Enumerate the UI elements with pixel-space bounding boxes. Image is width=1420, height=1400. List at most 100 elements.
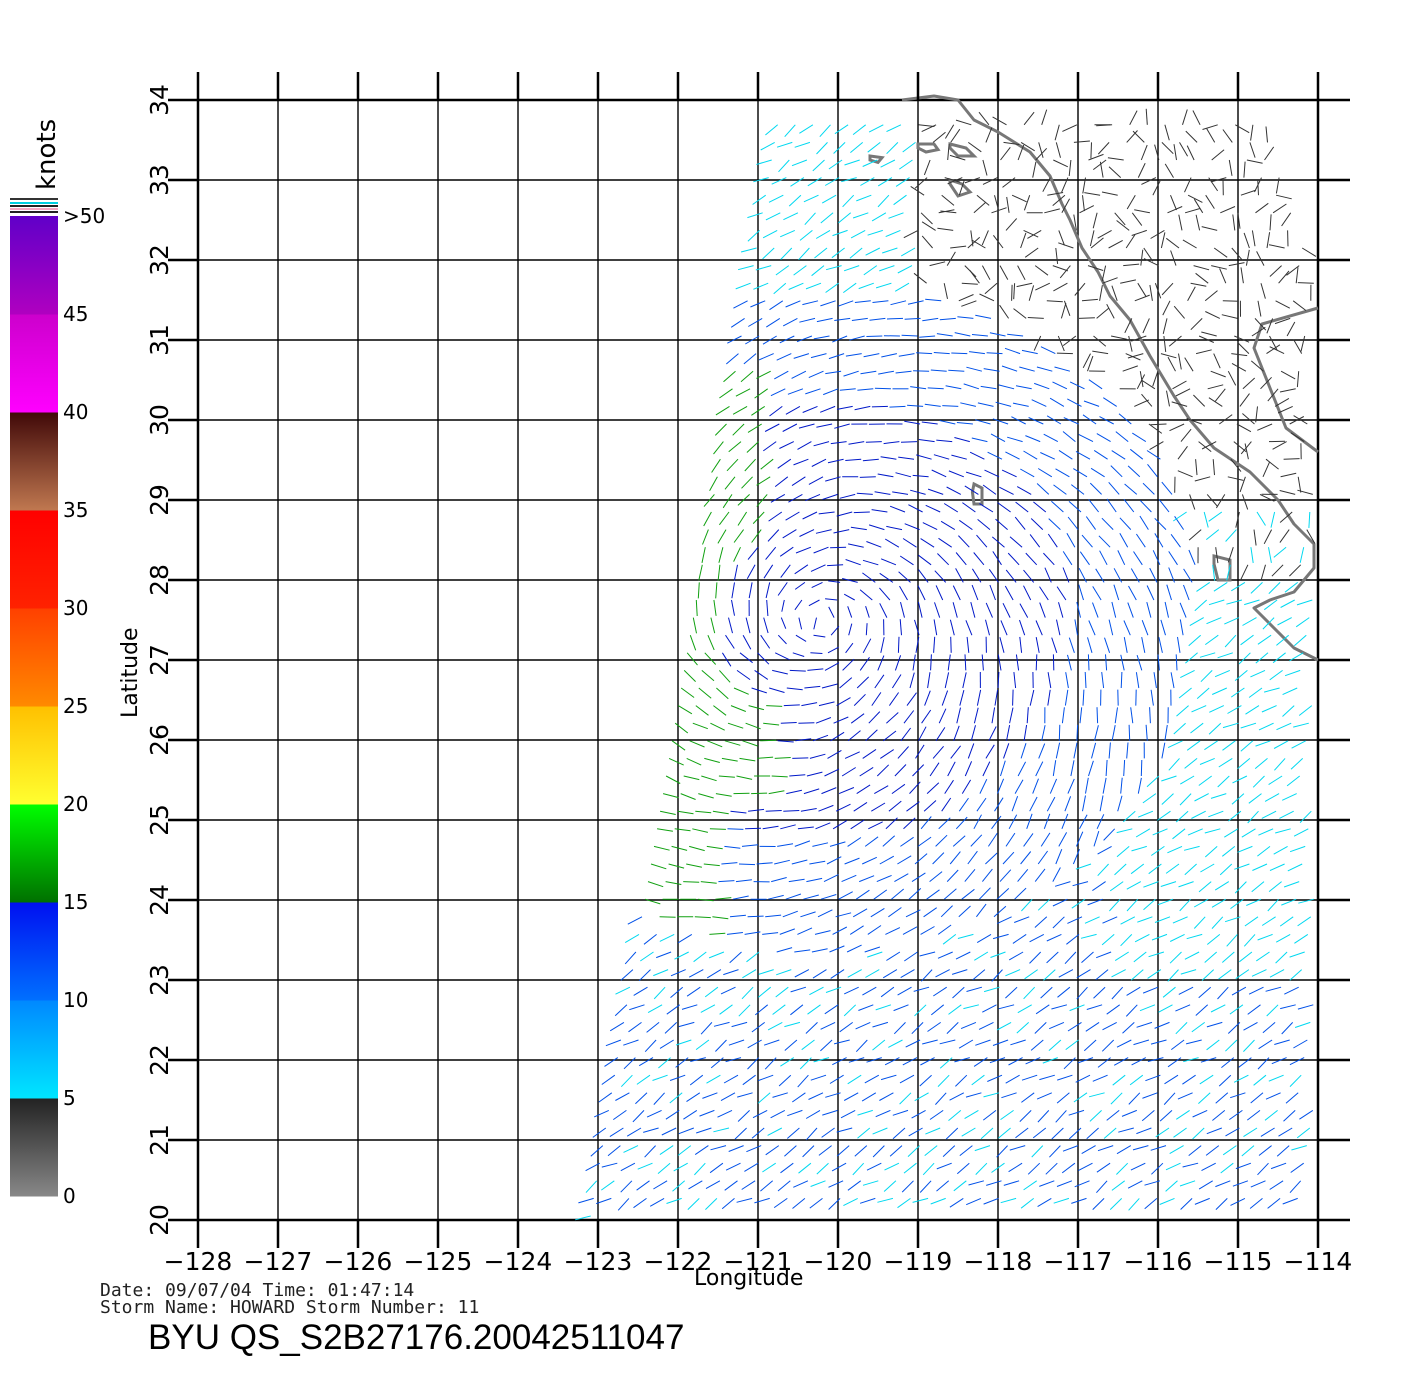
wind-vector	[1041, 109, 1048, 125]
wind-vector	[893, 1004, 909, 1012]
wind-vector	[1255, 406, 1258, 423]
wind-vector	[921, 221, 936, 231]
wind-vector	[773, 282, 787, 295]
wind-vector	[1280, 370, 1296, 380]
lon-tick-label: −121	[724, 1247, 793, 1276]
wind-vector	[1208, 810, 1224, 818]
wind-vector	[879, 855, 895, 865]
wind-vector	[940, 905, 953, 918]
wind-vector	[1262, 617, 1275, 630]
wind-vector	[1269, 335, 1278, 351]
wind-vector	[1117, 550, 1126, 566]
wind-vector	[1228, 262, 1245, 267]
wind-vector	[1177, 470, 1193, 478]
wind-vector	[623, 1145, 639, 1153]
wind-vector	[1182, 1074, 1196, 1085]
colorbar-label: 10	[63, 988, 89, 1012]
wind-vector	[941, 194, 955, 206]
wind-vector	[818, 701, 835, 707]
wind-vector	[811, 458, 827, 467]
wind-vector	[858, 282, 874, 290]
wind-vector	[1247, 1004, 1261, 1015]
wind-vector	[1061, 198, 1071, 214]
wind-vector	[666, 1004, 680, 1015]
wind-vector	[1068, 1109, 1085, 1116]
wind-vector	[779, 441, 795, 449]
wind-vector	[961, 282, 978, 285]
wind-vector	[901, 334, 918, 337]
wind-vector	[814, 930, 831, 935]
wind-vector	[1177, 636, 1181, 653]
wind-vector	[865, 441, 882, 443]
wind-vector	[967, 236, 981, 249]
wind-vector	[1193, 394, 1206, 407]
wind-vector	[1134, 399, 1150, 407]
wind-vector	[1076, 601, 1081, 618]
wind-vector	[891, 783, 906, 795]
wind-vector	[1019, 603, 1029, 618]
wind-vector	[747, 212, 763, 219]
wind-vector	[1130, 863, 1145, 875]
wind-vector	[1211, 687, 1228, 695]
wind-vector	[964, 654, 967, 671]
wind-vector	[955, 552, 967, 566]
lat-tick-label: 22	[145, 1044, 174, 1076]
wind-vector	[880, 637, 885, 653]
wind-vector	[1196, 687, 1210, 699]
wind-vector	[1257, 300, 1262, 317]
wind-vector	[1023, 229, 1039, 238]
wind-vector	[843, 593, 855, 601]
wind-vector	[705, 1198, 718, 1210]
wind-vector	[1164, 1074, 1179, 1085]
wind-vector	[818, 511, 835, 515]
wind-vector	[1284, 986, 1299, 995]
wind-vector	[1065, 672, 1069, 689]
wind-vector	[780, 247, 793, 260]
wind-vector	[1057, 335, 1065, 352]
wind-vector	[763, 441, 777, 452]
wind-vector	[914, 853, 928, 865]
wind-vector	[719, 511, 730, 526]
lat-tick-label: 29	[145, 484, 174, 516]
wind-vector	[1218, 1074, 1232, 1087]
wind-vector	[1175, 1004, 1191, 1012]
wind-vector	[578, 1197, 594, 1204]
wind-vector	[1109, 898, 1121, 912]
wind-vector	[810, 652, 823, 654]
wind-vector	[1175, 1022, 1188, 1035]
wind-vector	[1000, 1197, 1017, 1204]
wind-vector	[1207, 384, 1224, 390]
wind-vector	[1011, 416, 1026, 425]
wind-vector	[1284, 582, 1299, 593]
wind-vector	[670, 969, 686, 977]
wind-vector	[1231, 247, 1243, 261]
lat-tick-label: 34	[145, 84, 174, 116]
wind-vector	[1224, 828, 1239, 838]
wind-vector	[1164, 163, 1174, 178]
wind-vector	[624, 951, 637, 965]
wind-vector	[968, 1180, 985, 1186]
wind-vector	[1170, 534, 1181, 548]
wind-vector	[910, 489, 926, 495]
wind-vector	[856, 676, 870, 689]
wind-vector	[1034, 265, 1049, 276]
wind-vector	[755, 265, 772, 271]
wind-vector	[973, 814, 982, 830]
wind-vector	[880, 159, 896, 168]
wind-vector	[788, 878, 805, 883]
wind-vector	[1037, 1110, 1050, 1123]
wind-vector	[903, 710, 915, 724]
wind-vector	[827, 458, 844, 464]
wind-vector	[1009, 707, 1014, 724]
wind-vector	[780, 1057, 795, 1067]
wind-vector	[1195, 272, 1209, 284]
wind-vector	[978, 1021, 994, 1030]
wind-vector	[955, 119, 972, 126]
wind-vector	[850, 713, 865, 724]
wind-vector	[866, 335, 883, 337]
wind-vector	[1113, 1057, 1129, 1066]
wind-vector	[751, 405, 765, 416]
wind-vector	[1103, 1127, 1117, 1139]
wind-vector	[838, 787, 855, 795]
wind-vector	[784, 1145, 797, 1157]
